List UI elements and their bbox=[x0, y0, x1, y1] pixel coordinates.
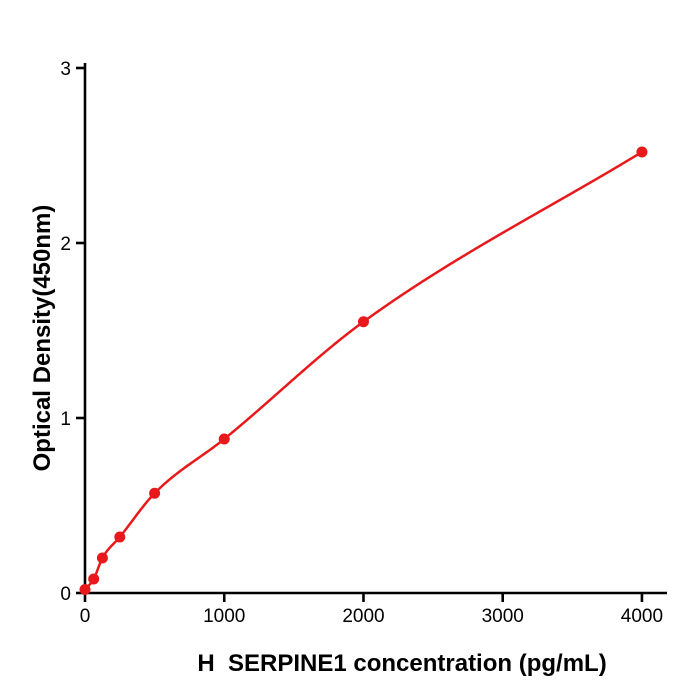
y-tick-label: 3 bbox=[60, 59, 71, 80]
x-tick-label: 3000 bbox=[482, 606, 524, 627]
x-tick-label: 1000 bbox=[203, 606, 245, 627]
data-point bbox=[88, 573, 100, 585]
standard-curve-line bbox=[84, 150, 643, 591]
y-axis-label: Optical Density(450nm) bbox=[29, 204, 56, 472]
x-tick-label: 4000 bbox=[621, 606, 663, 627]
y-tick-label: 0 bbox=[60, 584, 71, 605]
data-point bbox=[218, 433, 230, 445]
x-axis-label: H SERPINE1 concentration (pg/mL) bbox=[197, 650, 607, 677]
data-point bbox=[149, 487, 161, 499]
data-point bbox=[357, 316, 369, 328]
data-point bbox=[636, 146, 648, 158]
x-tick-label: 2000 bbox=[342, 606, 384, 627]
y-tick-label: 2 bbox=[60, 234, 71, 255]
x-tick-label: 0 bbox=[80, 606, 91, 627]
data-point bbox=[96, 552, 108, 564]
data-point bbox=[79, 584, 91, 595]
y-tick-label: 1 bbox=[60, 409, 71, 430]
data-point bbox=[114, 531, 126, 543]
